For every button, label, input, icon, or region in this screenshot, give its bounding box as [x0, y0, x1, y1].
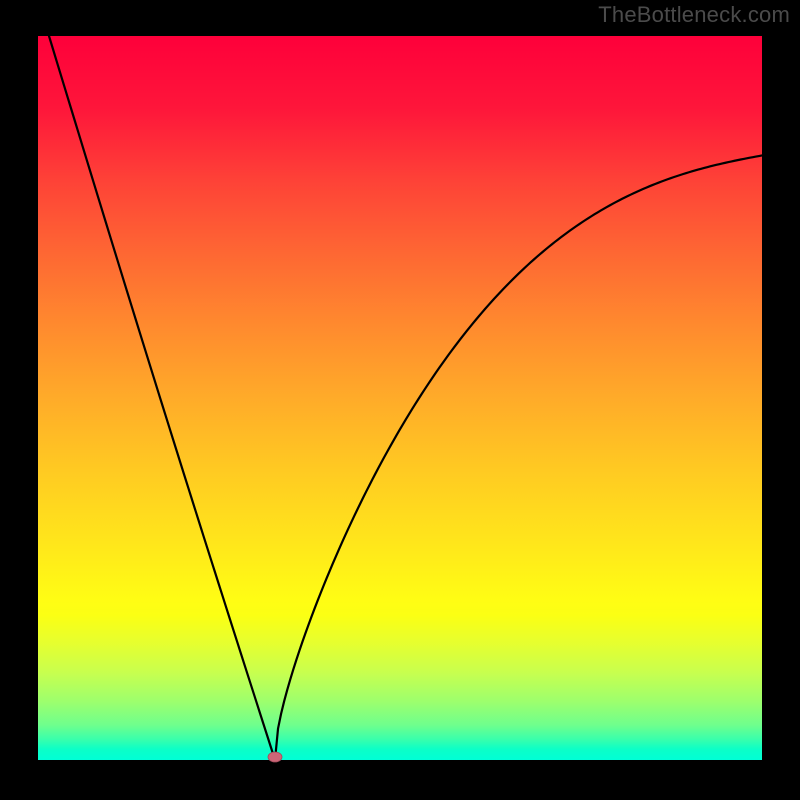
plot-background [38, 36, 762, 760]
chart-container: TheBottleneck.com [0, 0, 800, 800]
minimum-marker [268, 752, 282, 762]
watermark-text: TheBottleneck.com [598, 2, 790, 28]
bottleneck-chart [0, 0, 800, 800]
